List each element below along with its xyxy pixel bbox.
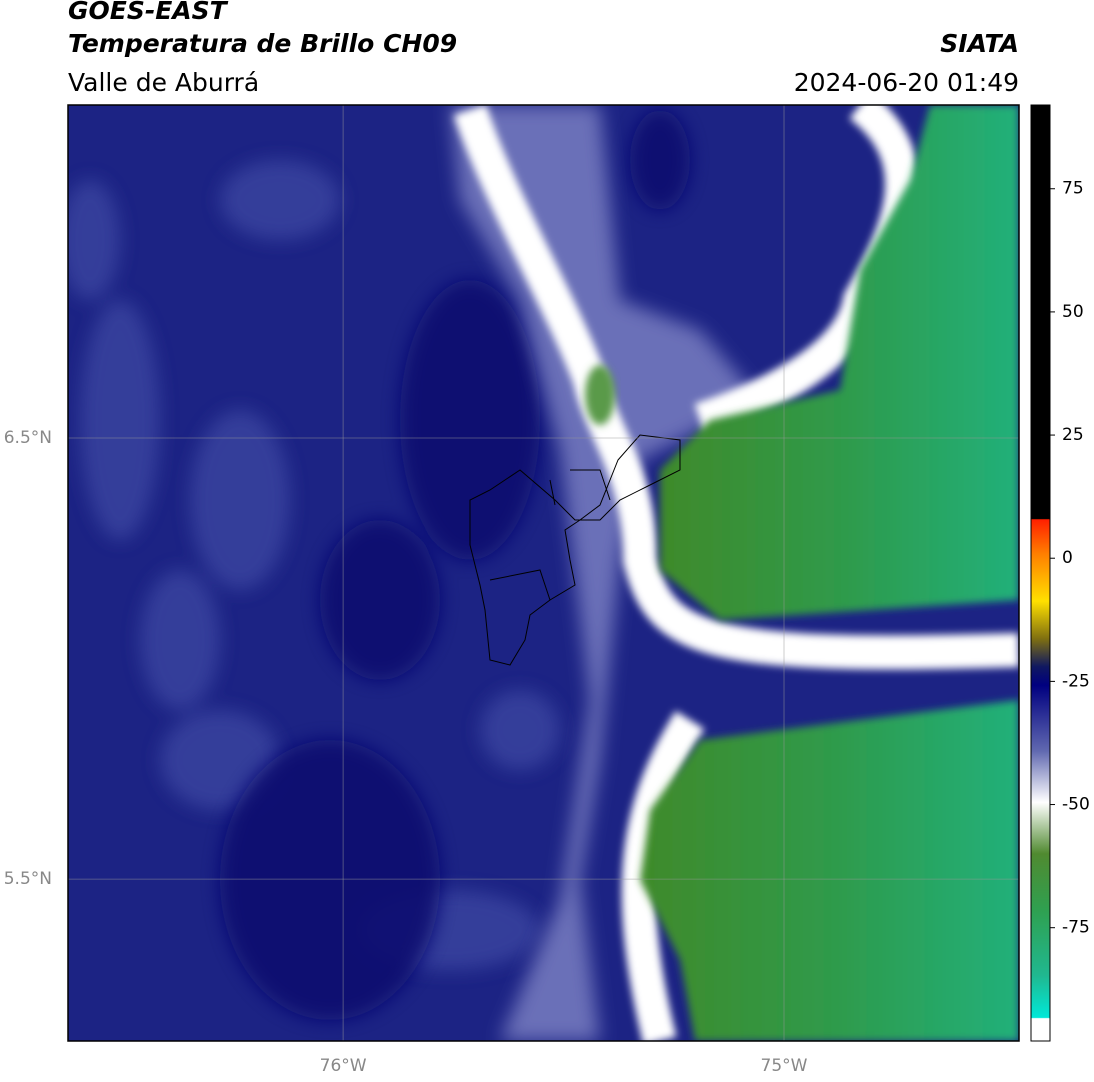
- colorbar-tick-label: -25: [1062, 671, 1090, 691]
- colorbar-tick-label: -50: [1062, 795, 1090, 815]
- colorbar-tick-label: -75: [1062, 918, 1090, 938]
- valley-boundary: [469, 434, 681, 666]
- colorbar-tick-label: 25: [1062, 425, 1084, 445]
- colorbar-tick-label: 75: [1062, 179, 1084, 199]
- lat-label: 5.5°N: [4, 869, 52, 889]
- satellite-image: [68, 105, 1019, 1041]
- map-frame: [67, 104, 1020, 1042]
- colorbar: [1030, 104, 1051, 1042]
- lon-label: 76°W: [320, 1056, 367, 1076]
- source: SIATA: [940, 29, 1019, 58]
- datetime: 2024-06-20 01:49: [794, 68, 1019, 97]
- title: GOES-EAST: [68, 0, 229, 25]
- subtitle: Temperatura de Brillo CH09: [68, 29, 457, 58]
- lat-label: 6.5°N: [4, 428, 52, 448]
- colorbar-tick-label: 0: [1062, 548, 1073, 568]
- lon-label: 75°W: [761, 1056, 808, 1076]
- colorbar-tick-label: 50: [1062, 302, 1084, 322]
- region: Valle de Aburrá: [68, 68, 259, 97]
